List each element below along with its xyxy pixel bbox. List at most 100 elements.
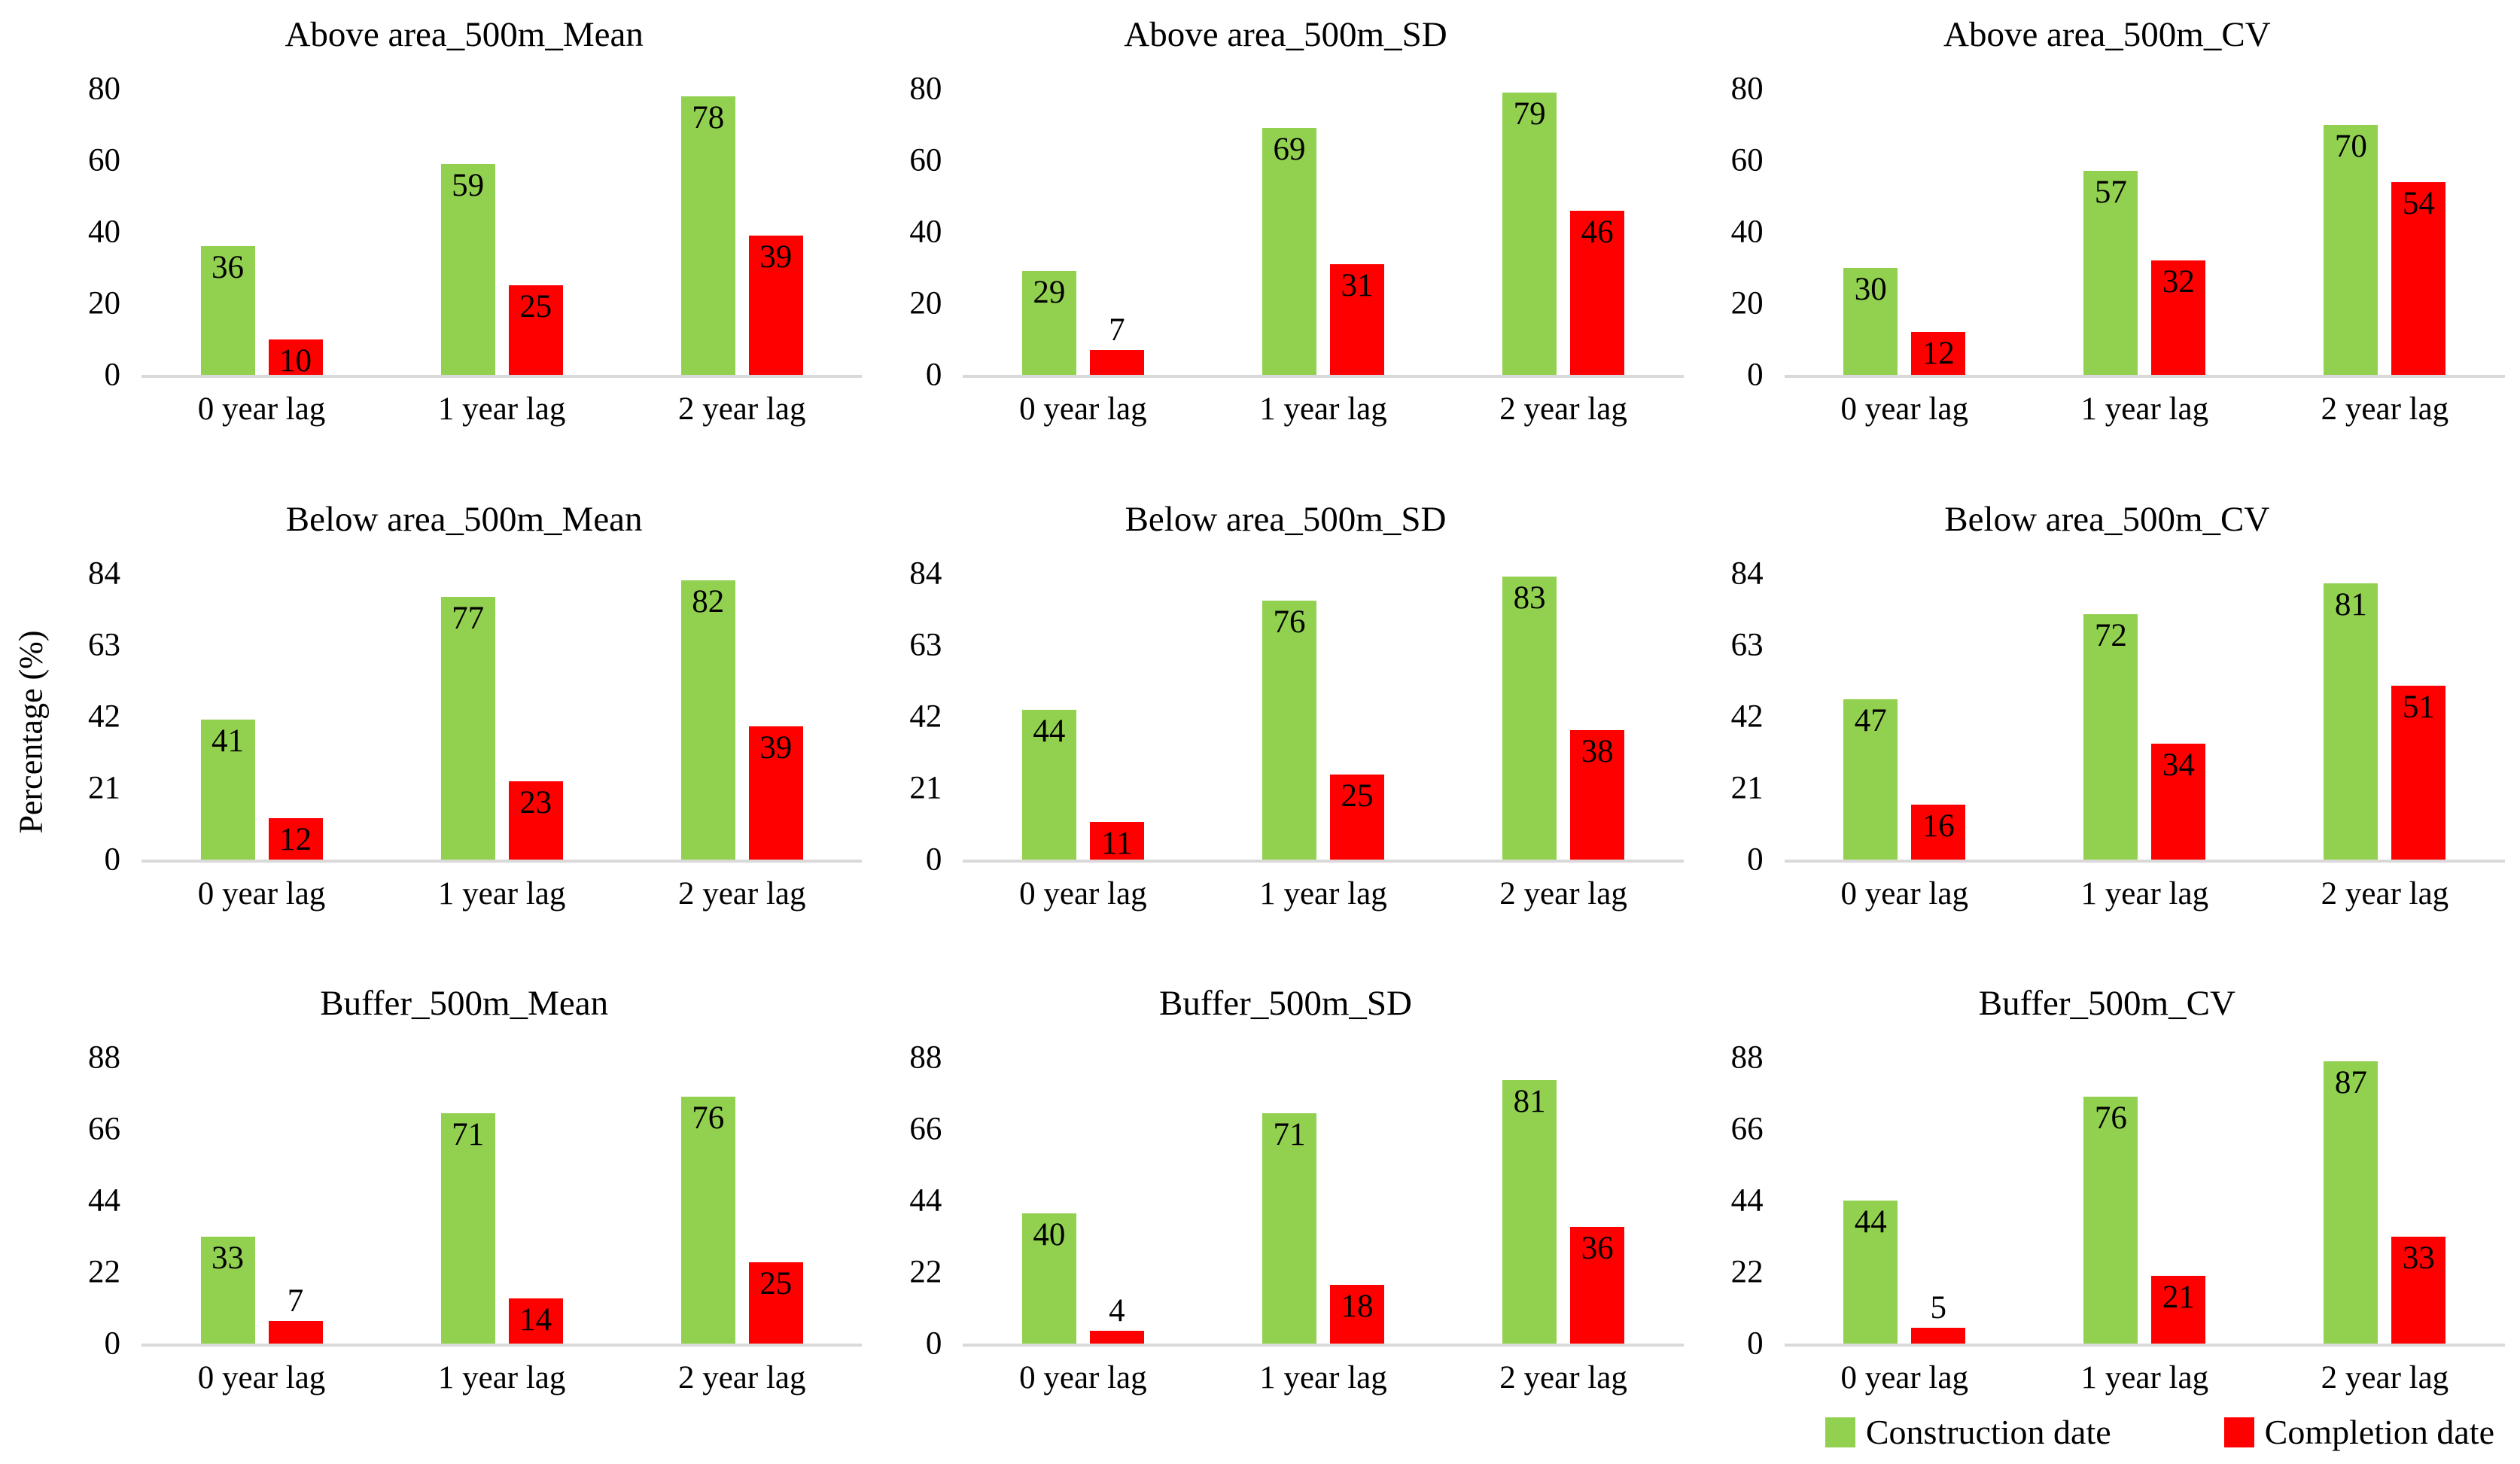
- bar-value-label: 39: [759, 239, 793, 275]
- bar-group: 76 21: [2025, 1058, 2265, 1344]
- bar-value-label: 78: [692, 99, 725, 135]
- construction-bar: 47: [1843, 699, 1898, 860]
- x-tick-label: 0 year lag: [1019, 875, 1147, 912]
- x-axis-labels: 0 year lag 1 year lag 2 year lag: [1709, 1359, 2505, 1398]
- construction-bar: 77: [440, 597, 495, 860]
- y-tick-label: 60: [909, 142, 942, 178]
- x-tick-label: 0 year lag: [197, 1360, 326, 1396]
- bar-group: 81 51: [2265, 574, 2505, 860]
- completion-bar: 21: [2151, 1275, 2206, 1344]
- x-tick-label: 1 year lag: [437, 875, 566, 912]
- bar-group: 30 12: [1785, 89, 2025, 375]
- bar-group: 82 39: [622, 574, 862, 860]
- bar-value-label: 57: [2094, 175, 2127, 211]
- bar-value-label: 71: [1273, 1116, 1306, 1152]
- x-tick-label: 0 year lag: [1019, 1360, 1147, 1396]
- y-tick-label: 84: [909, 555, 942, 592]
- chart-title: Buffer_500m_Mean: [320, 984, 609, 1024]
- construction-bar: 71: [440, 1112, 495, 1344]
- bar-value-label: 54: [2402, 185, 2435, 221]
- bar-value-label: 18: [1341, 1289, 1374, 1325]
- bar-value-label: 25: [519, 289, 552, 325]
- construction-bar: 72: [2083, 613, 2138, 860]
- y-axis-label-wrap: Percentage (%): [0, 0, 62, 1464]
- completion-bar: 33: [2391, 1236, 2446, 1344]
- x-tick-label: 1 year lag: [2080, 875, 2209, 912]
- x-axis-labels: 0 year lag 1 year lag 2 year lag: [1709, 875, 2505, 914]
- x-tick-label: 1 year lag: [1259, 1360, 1387, 1396]
- completion-bar: 7: [268, 1285, 323, 1344]
- bar-value-label: 16: [1922, 808, 1955, 845]
- bar-group: 59 25: [382, 89, 622, 375]
- y-tick-label: 20: [909, 285, 942, 321]
- x-axis-labels: 0 year lag 1 year lag 2 year lag: [66, 875, 862, 914]
- construction-bar: 71: [1262, 1112, 1316, 1344]
- construction-bar: 30: [1843, 267, 1898, 375]
- completion-bar: 39: [748, 235, 803, 375]
- y-tick-label: 0: [104, 357, 121, 393]
- completion-bar: 11: [1089, 821, 1144, 860]
- plot-row: 0 21 42 63 84 47 16 72 34 81 51: [1709, 557, 2505, 875]
- x-tick-label: 2 year lag: [1499, 1360, 1627, 1396]
- construction-bar: 69: [1262, 128, 1316, 375]
- plot-row: 0 22 44 66 88 44 5 76 21 87 33: [1709, 1042, 2505, 1360]
- plot-area: 33 7 71 14 76 25: [142, 1058, 863, 1347]
- completion-bar: 12: [1911, 332, 1966, 375]
- x-axis-labels: 0 year lag 1 year lag 2 year lag: [1709, 390, 2505, 429]
- completion-bar: 12: [268, 818, 323, 860]
- bar-value-label: 72: [2094, 617, 2127, 653]
- y-tick-label: 22: [1730, 1254, 1764, 1290]
- chart-3: Below area_500m_Mean 0 21 42 63 84 41 12 77 23 82 3…: [66, 498, 863, 914]
- bar-value-label: 34: [2162, 747, 2195, 783]
- y-tick-label: 88: [88, 1039, 120, 1076]
- y-axis-ticks: 0 22 44 66 88: [887, 1042, 963, 1360]
- chart-title: Buffer_500m_SD: [1159, 984, 1412, 1024]
- chart-title: Below area_500m_CV: [1944, 499, 2270, 539]
- plot-row: 0 22 44 66 88 40 4 71 18 81 36: [887, 1042, 1684, 1360]
- bar-group: 71 18: [1203, 1058, 1443, 1344]
- bar-group: 72 34: [2025, 574, 2265, 860]
- bar-group: 57 32: [2025, 89, 2265, 375]
- plot-row: 0 20 40 60 80 36 10 59 25 78 39: [66, 73, 863, 391]
- bar-value-label: 41: [212, 723, 245, 759]
- plot-area: 44 11 76 25 83 38: [963, 574, 1684, 863]
- plot-area: 30 12 57 32 70 54: [1784, 89, 2505, 378]
- completion-bar: 16: [1911, 805, 1966, 860]
- y-axis-ticks: 0 21 42 63 84: [66, 557, 142, 875]
- x-tick-label: 1 year lag: [2080, 391, 2209, 427]
- bar-value-label: 4: [1109, 1292, 1125, 1329]
- chart-4: Below area_500m_SD 0 21 42 63 84 44 11 76 25 83 38 0…: [887, 498, 1684, 914]
- bar-value-label: 44: [1033, 713, 1066, 749]
- construction-bar: 83: [1502, 577, 1557, 860]
- bar-value-label: 40: [1033, 1217, 1066, 1253]
- x-tick-label: 0 year lag: [197, 875, 326, 912]
- completion-bar: 25: [1329, 774, 1384, 860]
- bar-value-label: 10: [279, 342, 312, 379]
- x-tick-label: 2 year lag: [677, 391, 806, 427]
- x-axis-labels: 0 year lag 1 year lag 2 year lag: [887, 875, 1683, 914]
- bar-group: 87 33: [2265, 1058, 2505, 1344]
- chart-1: Above area_500m_SD 0 20 40 60 80 29 7 69 31 79 46 0 …: [887, 14, 1684, 429]
- y-tick-label: 42: [909, 699, 942, 735]
- bar-value-label: 47: [1854, 702, 1887, 738]
- plot-area: 47 16 72 34 81 51: [1784, 574, 2505, 863]
- legend-item-construction-date: Construction date: [1825, 1412, 2111, 1452]
- completion-bar: 31: [1329, 263, 1384, 375]
- y-tick-label: 42: [88, 699, 120, 735]
- y-tick-label: 0: [104, 842, 121, 878]
- legend-label-construction-date: Construction date: [1865, 1413, 2111, 1451]
- y-tick-label: 40: [88, 214, 120, 250]
- bar-value-label: 70: [2334, 128, 2367, 164]
- completion-date-swatch-icon: [2223, 1417, 2254, 1447]
- chart-6: Buffer_500m_Mean 0 22 44 66 88 33 7 71 14 76 25 0 ye…: [66, 982, 863, 1398]
- bar-value-label: 38: [1581, 733, 1614, 769]
- y-tick-label: 80: [1730, 71, 1764, 107]
- y-tick-label: 44: [88, 1182, 120, 1219]
- bar-value-label: 83: [1513, 580, 1546, 616]
- plot-area: 44 5 76 21 87 33: [1784, 1058, 2505, 1347]
- y-tick-label: 0: [925, 357, 942, 393]
- bar-group: 41 12: [142, 574, 382, 860]
- completion-bar: 10: [268, 339, 323, 379]
- bar-value-label: 29: [1033, 275, 1066, 311]
